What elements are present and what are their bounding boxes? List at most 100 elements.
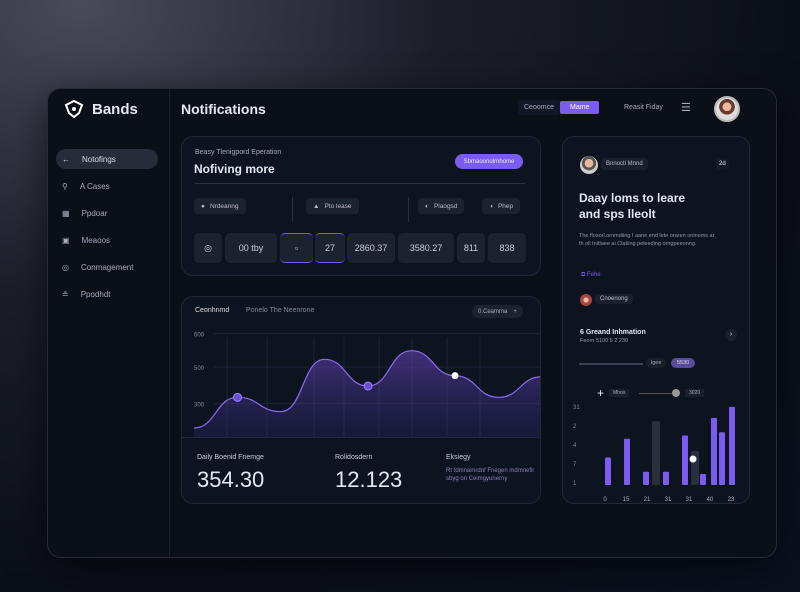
chart-card: Ceonhnmd Ponelo The Neenrone 0.Ceamma + 6… [181, 296, 541, 504]
y-tick-label: 1 [573, 481, 577, 487]
sidebar: Bands ← Notofings ⚲ A Cases ▦ Ppdoar ▣ Meaoo… [48, 89, 170, 557]
sidebar-item-management[interactable]: ◎ Conmagement [56, 257, 158, 277]
person-icon: ⚲ [62, 181, 68, 191]
value-cell[interactable]: 00 tby [225, 233, 277, 263]
bar [605, 457, 611, 485]
bar [700, 474, 706, 485]
tab-overview[interactable]: Ceonhnmd [195, 307, 230, 314]
y-tick-label: 31 [573, 405, 580, 411]
stat-label: Rolidosdern [335, 454, 373, 461]
spiral-icon[interactable]: ◎ [194, 233, 222, 263]
x-tick-label: 15 [623, 497, 630, 503]
note-text: Rt tdmnamrdnf Fnegen mdmnefir sbyg on Ce… [446, 468, 535, 482]
dropdown-label: 0.Ceamma [478, 308, 508, 315]
chip-label: Plaogsd [433, 202, 458, 210]
range-dropdown[interactable]: 0.Ceamma + [472, 305, 523, 318]
article-card: Bnnoctl Mnnd 2d Daay loms to leare and s… [562, 136, 750, 504]
calendar-icon[interactable]: ▫ [280, 233, 313, 263]
chip-label: Pto lease [324, 202, 352, 210]
filter-chip[interactable]: ◑ Phep [482, 198, 521, 214]
arrow-left-icon: ← [62, 154, 70, 164]
bar [682, 435, 688, 485]
sidebar-item-label: Conmagement [80, 262, 134, 272]
value-cell[interactable]: 27 [315, 233, 345, 263]
sidebar-item-ppdoar[interactable]: ▦ Ppdoar [56, 203, 158, 223]
y-tick-label: 300 [194, 403, 205, 409]
section-title: 6 Greand Inhmation [580, 329, 646, 336]
logo: Bands [64, 99, 138, 119]
header-link[interactable]: Reasit Fiday [624, 104, 663, 111]
x-tick-label: 21 [644, 497, 651, 503]
bar [729, 406, 735, 485]
plus-icon: + [513, 308, 517, 315]
sidebar-item-messages[interactable]: ▣ Meaoos [56, 230, 158, 250]
bar [663, 471, 669, 485]
person-name: Cnoenong [595, 294, 633, 304]
author-name: Bnnoctl Mnnd [601, 158, 648, 170]
y-tick-label: 4 [573, 443, 577, 449]
chip-label: Phep [497, 202, 514, 210]
sidebar-item-product[interactable]: ≗ Ppodhdt [56, 284, 158, 304]
divider [182, 437, 540, 438]
sidebar-item-cases[interactable]: ⚲ A Cases [56, 176, 158, 196]
filter-label: Mhos [609, 389, 630, 397]
data-point [363, 381, 373, 391]
toggle-option-active[interactable]: 5530 [671, 358, 696, 368]
tab-mame[interactable]: Mame [560, 101, 600, 114]
action-button[interactable]: Sbmaoonolrnhome [455, 154, 523, 169]
value-cell[interactable]: 838 [488, 233, 526, 263]
list-icon[interactable]: ☰ [681, 102, 691, 114]
tab-ceoomce[interactable]: Ceoomce [518, 100, 560, 115]
user-avatar[interactable] [714, 96, 740, 122]
filter-chip[interactable]: ◐ Plaogsd [418, 198, 465, 214]
area-fill [194, 350, 540, 437]
bar [719, 432, 725, 485]
x-tick-label: 0 [603, 497, 607, 503]
note-title: Eksiegy [446, 454, 471, 461]
highlight-point [689, 455, 697, 463]
author-avatar [580, 156, 598, 174]
value-cell[interactable]: 811 [457, 233, 485, 263]
card-title: Nofiving more [194, 162, 275, 176]
tab-secondary[interactable]: Ponelo The Neenrone [246, 307, 315, 314]
section-subtitle: Feorn 5100 5 2 230 [580, 338, 629, 344]
stat-value: 354.30 [197, 467, 265, 492]
article-link[interactable]: ⧉ Fehe [581, 272, 601, 278]
x-tick-label: 40 [707, 497, 714, 503]
y-tick-label: 2 [573, 424, 577, 430]
bell-icon: ▲ [313, 202, 320, 210]
filter-value: 3020 [685, 389, 705, 397]
sidebar-item-label: A Cases [79, 181, 110, 191]
notification-card: Beasy Tlenigpord Eperation Nofiving more… [181, 136, 541, 276]
chip-label: Nrdeanng [209, 202, 239, 210]
filter-chip[interactable]: ● Nrdeanng [194, 198, 246, 214]
slider-handle[interactable] [672, 389, 680, 397]
value-cell[interactable]: 3580.27 [398, 233, 454, 263]
x-tick-label: 31 [665, 497, 672, 503]
person-avatar [580, 294, 592, 306]
sidebar-item-label: Ppodhdt [80, 289, 111, 299]
filter-chip[interactable]: ▲ Pto lease [306, 198, 359, 214]
plus-icon[interactable]: + [597, 386, 605, 400]
next-button[interactable]: › [725, 329, 737, 341]
slider-track[interactable] [639, 393, 673, 394]
article-body: The flosorl.ornmdiing I aane end lete or… [579, 233, 715, 247]
bell-icon: ● [201, 202, 205, 210]
sidebar-item-notifications[interactable]: ← Notofings [56, 149, 158, 169]
divider [292, 197, 293, 222]
y-tick-label: 7 [573, 462, 577, 468]
sidebar-item-label: Notofings [82, 154, 116, 164]
bar [652, 421, 660, 485]
toggle-option[interactable]: lgee [646, 358, 667, 368]
x-tick-label: 31 [686, 497, 693, 503]
page-title: Notifications [181, 101, 266, 117]
card-subtitle: Beasy Tlenigpord Eperation [195, 149, 282, 156]
bar [711, 417, 717, 485]
divider [408, 197, 409, 222]
grid-icon: ▦ [62, 208, 70, 218]
slider-track[interactable] [579, 363, 643, 365]
line-chart: 600 500 300 [193, 333, 540, 437]
value-cell[interactable]: 2860.37 [347, 233, 395, 263]
sidebar-item-label: Ppdoar [81, 208, 108, 218]
link-label: Fehe [586, 272, 601, 278]
